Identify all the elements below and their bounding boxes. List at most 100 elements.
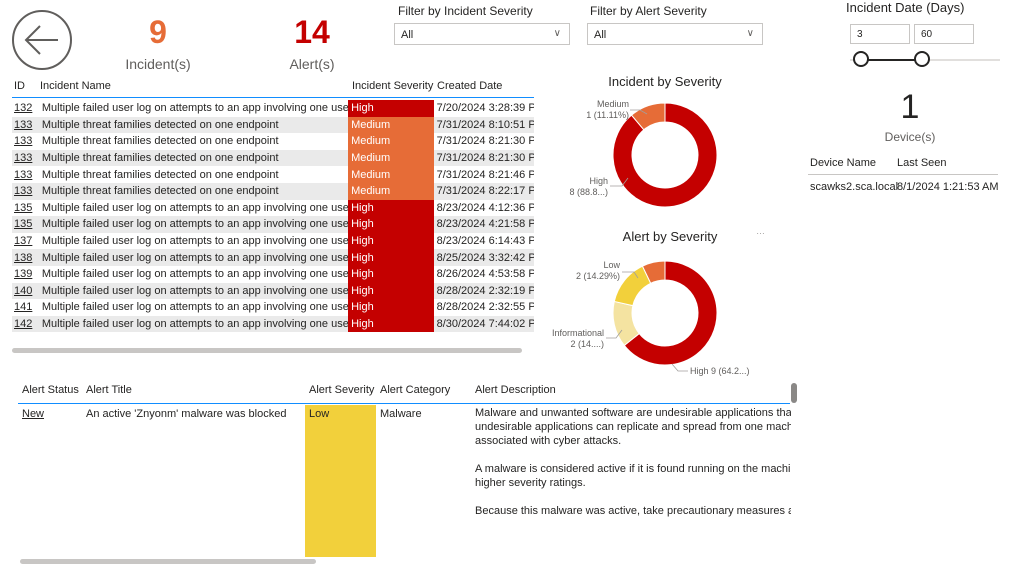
incident-id-link[interactable]: 139 — [14, 268, 33, 281]
created-date-cell: 8/26/2024 4:53:58 PM — [436, 268, 535, 281]
id-header[interactable]: ID — [14, 80, 25, 92]
incident-count-label: Incident(s) — [125, 56, 191, 72]
table-row[interactable]: 133 Multiple threat families detected on … — [12, 166, 534, 183]
alert-description-line: Because this malware was active, take pr… — [475, 505, 791, 517]
alert-description-line — [475, 490, 791, 504]
incident-id-link[interactable]: 132 — [14, 102, 33, 115]
alert-table-horizontal-scrollbar[interactable] — [20, 559, 316, 564]
alert-description-line: A malware is considered active if it is … — [475, 463, 791, 475]
incident-name-cell: Multiple threat families detected on one… — [41, 135, 279, 148]
incident-id-link[interactable]: 135 — [14, 201, 33, 214]
donut-slice-medium[interactable] — [641, 260, 666, 284]
created-date-cell: 8/28/2024 2:32:55 PM — [436, 301, 535, 314]
created-date-header[interactable]: Created Date — [437, 80, 503, 92]
alert-severity-cell: Low — [305, 405, 376, 557]
incident-id-link[interactable]: 133 — [14, 135, 33, 148]
donut-data-label: 2 (14.29%) — [576, 271, 620, 281]
donut-data-label: 2 (14....) — [570, 339, 604, 349]
donut-slice-high[interactable] — [623, 260, 718, 366]
donut-data-label: Medium — [597, 99, 629, 109]
table-row[interactable]: 140 Multiple failed user log on attempts … — [12, 282, 534, 300]
donut-slice-high[interactable] — [612, 102, 718, 208]
table-row[interactable]: 139 Multiple failed user log on attempts … — [12, 266, 534, 283]
date-slider-range — [860, 59, 922, 61]
alert-severity-selected: All — [594, 29, 607, 41]
incident-severity-dropdown[interactable]: All ∨ — [394, 23, 570, 45]
donut-data-label: High — [589, 176, 608, 186]
incident-id-link[interactable]: 137 — [14, 235, 33, 248]
table-row[interactable]: 133 Multiple threat families detected on … — [12, 183, 534, 200]
date-slider-min-handle[interactable] — [853, 51, 869, 67]
incident-id-link[interactable]: 135 — [14, 218, 33, 231]
incident-name-cell: Multiple threat families detected on one… — [41, 152, 279, 165]
back-button[interactable] — [12, 10, 72, 70]
alert-chart-title: Alert by Severity — [622, 229, 718, 244]
alert-table-vertical-scrollbar[interactable] — [791, 383, 797, 403]
alert-severity-filter-label: Filter by Alert Severity — [590, 4, 707, 18]
donut-data-label: Low — [603, 260, 620, 270]
table-row[interactable]: 135 Multiple failed user log on attempts … — [12, 216, 534, 233]
table-row[interactable]: 142 Multiple failed user log on attempts … — [12, 315, 535, 333]
table-row[interactable]: 133 Multiple threat families detected on … — [12, 149, 535, 167]
incident-id-link[interactable]: 133 — [14, 185, 33, 198]
incident-severity-cell: High — [348, 299, 434, 316]
incident-id-link[interactable]: 138 — [14, 251, 33, 264]
created-date-cell: 7/31/2024 8:21:46 PM — [436, 168, 535, 181]
incident-id-link[interactable]: 141 — [14, 301, 33, 314]
donut-leader-line — [622, 271, 639, 279]
incident-id-link[interactable]: 142 — [14, 318, 33, 331]
incident-name-header[interactable]: Incident Name — [40, 80, 111, 92]
device-name-cell: scawks2.sca.local — [810, 181, 899, 193]
alert-severity-header[interactable]: Alert Severity — [309, 384, 375, 396]
device-name-header[interactable]: Device Name — [810, 157, 877, 169]
table-row[interactable]: 132 Multiple failed user log on attempts … — [12, 100, 534, 117]
device-count: 1 — [900, 88, 920, 126]
incident-severity-cell: Medium — [348, 166, 434, 183]
incident-severity-cell: High — [348, 100, 434, 117]
alert-title-header[interactable]: Alert Title — [86, 384, 132, 396]
incident-id-link[interactable]: 133 — [14, 152, 33, 165]
incident-name-cell: Multiple threat families detected on one… — [41, 118, 279, 131]
alert-status-link[interactable]: New — [22, 408, 45, 420]
incident-header-divider — [12, 97, 534, 98]
table-row[interactable]: 133 Multiple threat families detected on … — [12, 116, 534, 134]
alert-count-label: Alert(s) — [289, 56, 335, 72]
incident-id-link[interactable]: 133 — [14, 118, 33, 131]
more-options-icon[interactable]: … — [756, 226, 765, 236]
incident-id-link[interactable]: 133 — [14, 168, 33, 181]
incident-name-cell: Multiple threat families detected on one… — [41, 185, 279, 198]
incident-severity-header[interactable]: Incident Severity — [352, 80, 434, 92]
incident-table-scrollbar[interactable] — [12, 348, 522, 353]
date-min-input[interactable]: 3 — [850, 24, 910, 44]
table-row[interactable]: 135 Multiple failed user log on attempts … — [12, 199, 534, 217]
created-date-cell: 7/31/2024 8:21:30 PM — [436, 152, 535, 165]
incident-severity-filter-label: Filter by Incident Severity — [398, 4, 533, 18]
incident-name-cell: Multiple failed user log on attempts to … — [41, 201, 349, 214]
incident-severity-cell: Medium — [348, 183, 434, 200]
incident-severity-cell: Medium — [348, 116, 434, 134]
created-date-cell: 8/23/2024 6:14:43 PM — [436, 235, 535, 248]
date-slider-max-handle[interactable] — [914, 51, 930, 67]
incident-name-cell: Multiple failed user log on attempts to … — [41, 218, 349, 231]
created-date-cell: 7/31/2024 8:21:30 PM — [436, 135, 535, 148]
donut-data-label: High 9 (64.2...) — [690, 366, 750, 376]
alert-description-line: associated with cyber attacks. — [475, 435, 622, 447]
incident-count: 9 — [149, 14, 167, 50]
created-date-cell: 8/30/2024 7:44:02 PM — [436, 318, 535, 331]
alert-status-header[interactable]: Alert Status — [22, 384, 79, 396]
alert-description-line: Malware and unwanted software are undesi… — [475, 407, 791, 419]
table-row[interactable]: 141 Multiple failed user log on attempts … — [12, 299, 534, 316]
alert-category-header[interactable]: Alert Category — [380, 384, 451, 396]
chevron-down-icon: ∨ — [746, 28, 754, 39]
incident-id-link[interactable]: 140 — [14, 284, 33, 297]
table-row[interactable]: 137 Multiple failed user log on attempts … — [12, 232, 535, 250]
alert-count: 14 — [294, 14, 330, 50]
last-seen-header[interactable]: Last Seen — [897, 157, 947, 169]
alert-severity-dropdown[interactable]: All ∨ — [587, 23, 763, 45]
table-row[interactable]: 133 Multiple threat families detected on … — [12, 133, 534, 150]
alert-description-header[interactable]: Alert Description — [475, 384, 556, 396]
alert-severity-value: Low — [309, 408, 330, 420]
date-max-input[interactable]: 60 — [914, 24, 974, 44]
created-date-cell: 8/23/2024 4:21:58 PM — [436, 218, 535, 231]
table-row[interactable]: 138 Multiple failed user log on attempts … — [12, 249, 534, 266]
